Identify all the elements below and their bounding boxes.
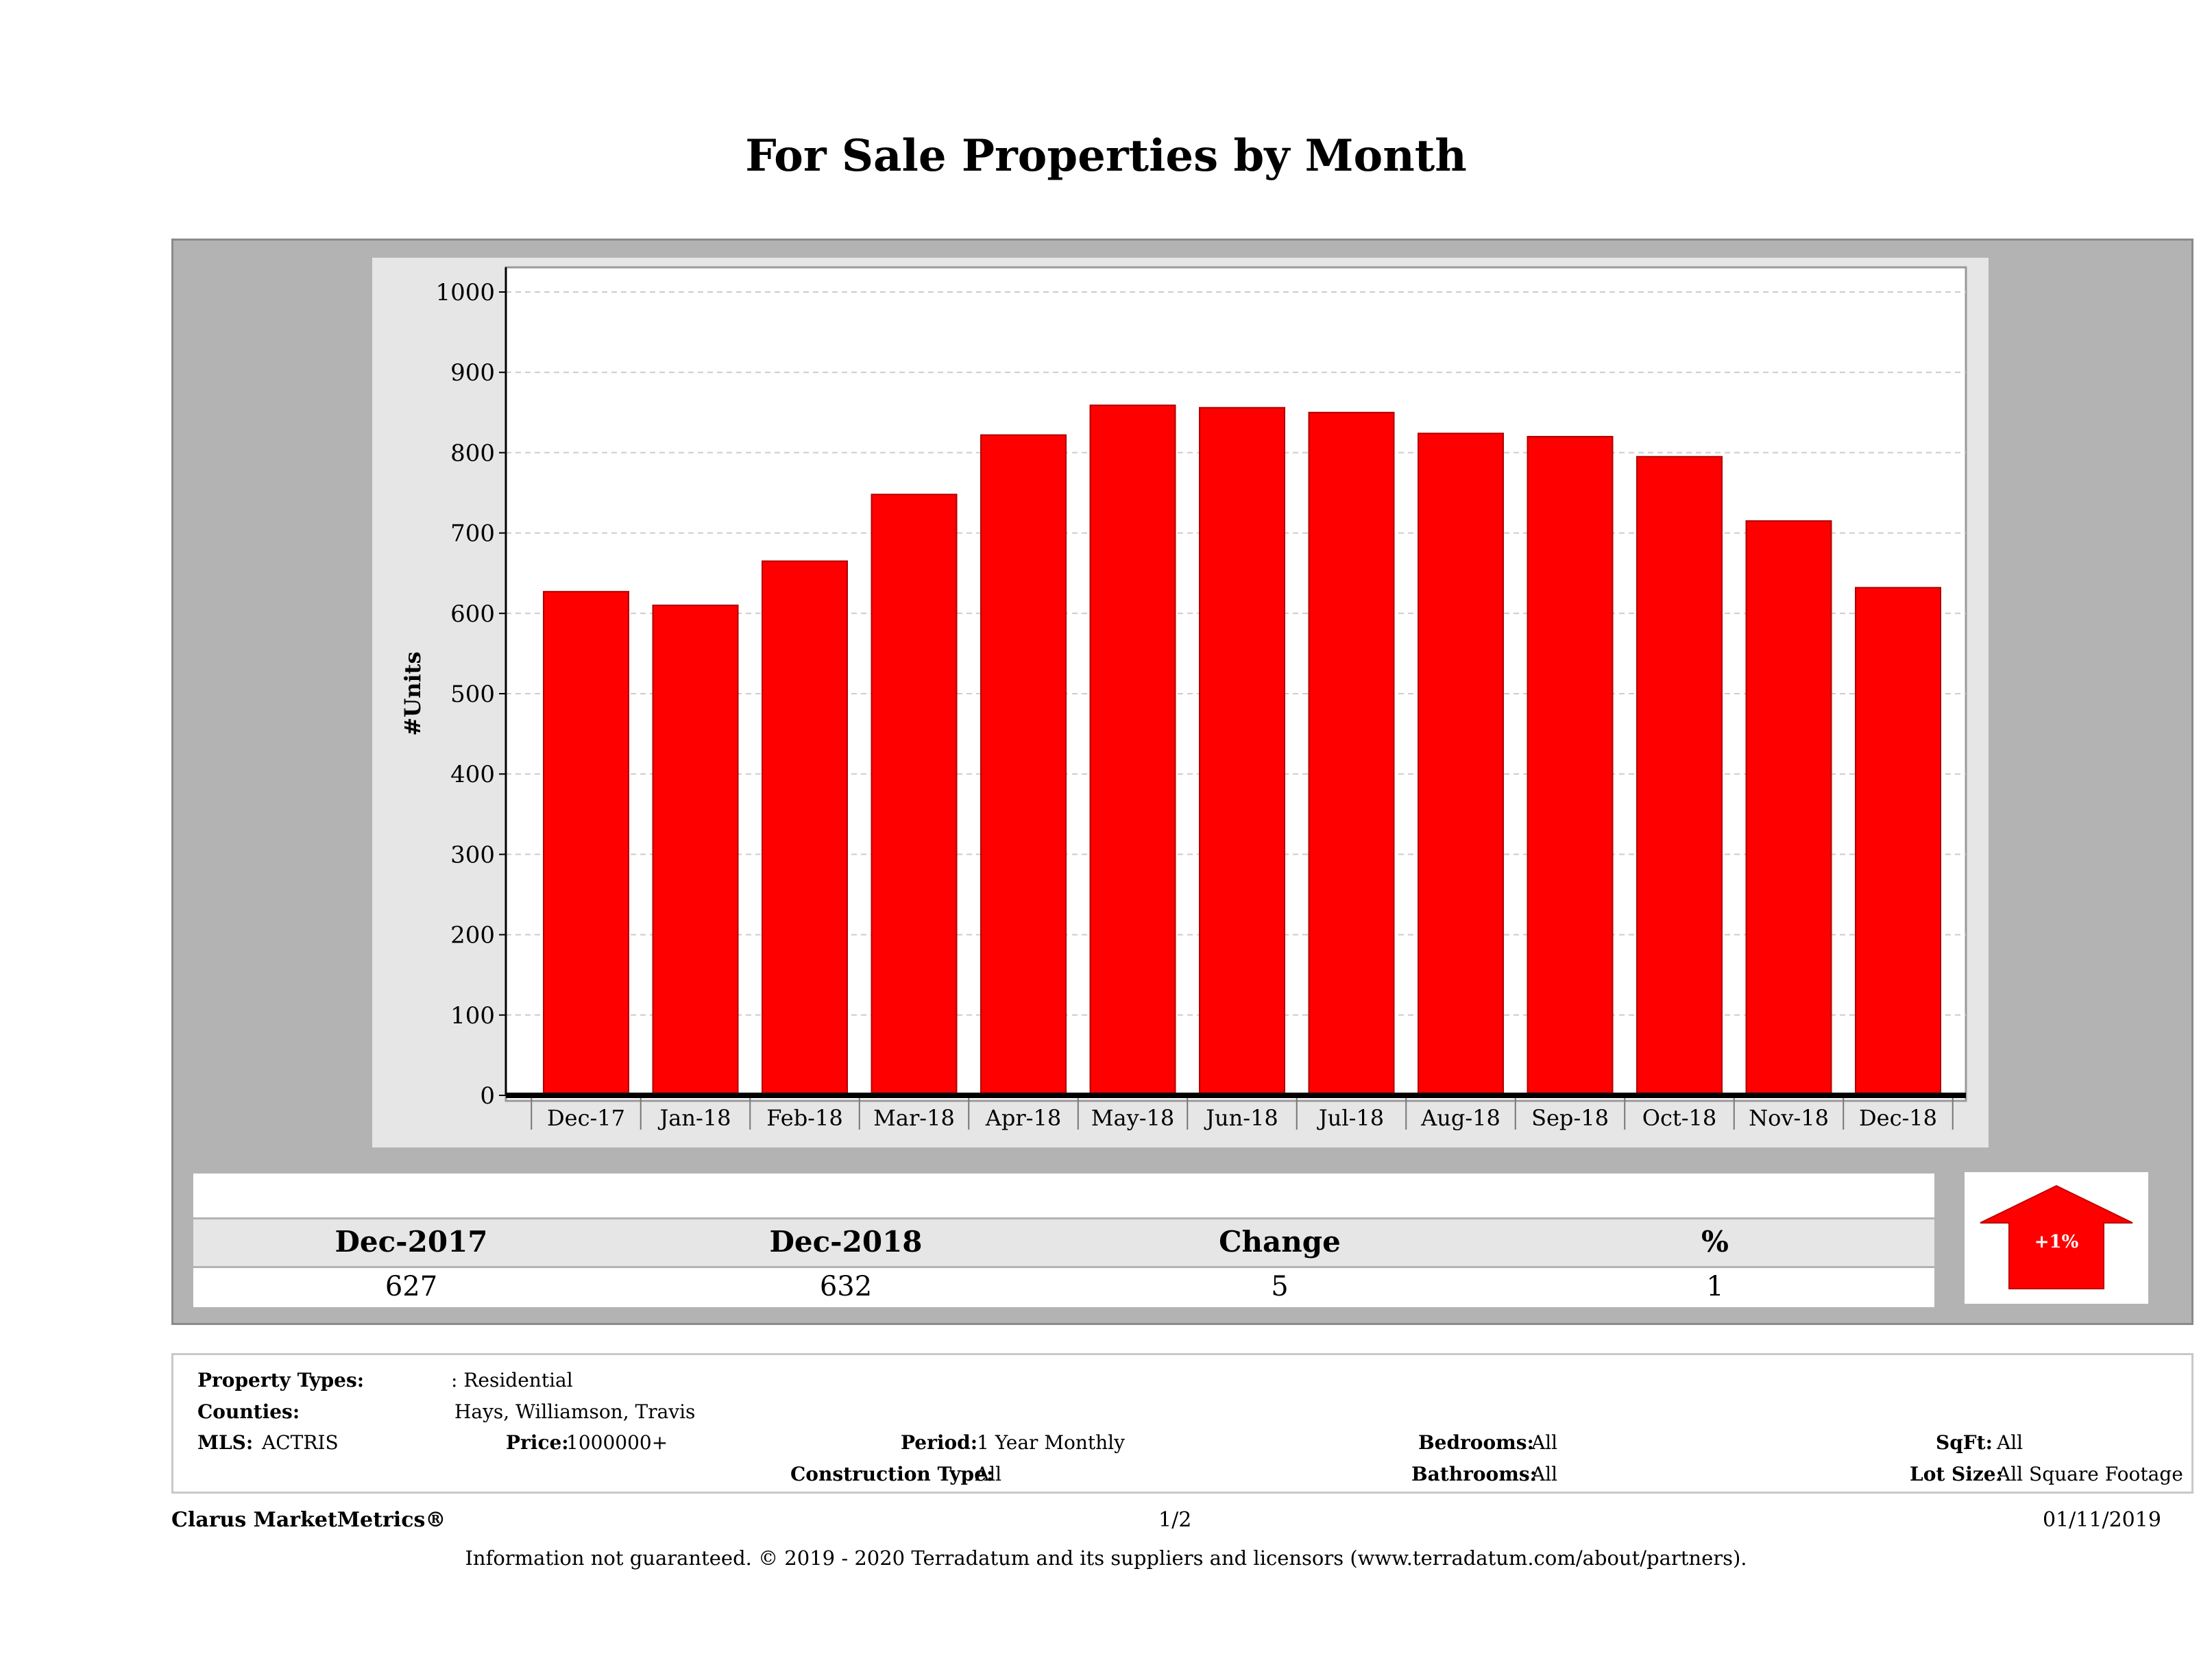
bar xyxy=(871,494,958,1096)
header-dec-2018: Dec-2018 xyxy=(769,1225,923,1258)
bar xyxy=(652,605,739,1096)
summary-blank-row xyxy=(193,1174,1934,1217)
page-title: For Sale Properties by Month xyxy=(745,130,1467,182)
price-value: 1000000+ xyxy=(566,1431,668,1454)
bar xyxy=(1636,456,1723,1096)
y-tick-label: 0 xyxy=(480,1082,495,1110)
x-tick-label: Jun-18 xyxy=(1204,1105,1278,1131)
bar xyxy=(1199,406,1285,1096)
bar xyxy=(1527,435,1614,1096)
bar-chart: 0 100 200 300 400 500 600 700 800 900 1000 #Units De… xyxy=(400,266,1967,1131)
page-number: 1/2 xyxy=(1158,1508,1192,1532)
mls-label: MLS: xyxy=(197,1431,254,1454)
bathrooms-value: All xyxy=(1531,1463,1558,1485)
value-change: 5 xyxy=(1271,1271,1289,1302)
report-date: 01/11/2019 xyxy=(2043,1508,2161,1532)
bar xyxy=(762,560,848,1096)
bar xyxy=(1418,433,1504,1097)
bar xyxy=(1089,404,1176,1096)
value-percent: 1 xyxy=(1706,1271,1724,1302)
brand-label: Clarus MarketMetrics® xyxy=(171,1508,446,1532)
bar xyxy=(543,591,629,1096)
header-percent: % xyxy=(1701,1225,1729,1258)
y-tick-label: 500 xyxy=(450,681,495,708)
construction-type-value: All xyxy=(975,1463,1002,1485)
counties-label: Counties: xyxy=(197,1400,300,1423)
x-tick-label: Jul-18 xyxy=(1317,1105,1384,1131)
up-arrow-icon: +1% xyxy=(1980,1184,2133,1289)
x-tick-label: Dec-18 xyxy=(1859,1105,1937,1131)
summary-value-row: 627 632 5 1 xyxy=(193,1268,1934,1307)
bar xyxy=(1745,520,1832,1096)
bar xyxy=(1855,587,1941,1096)
bar xyxy=(1308,411,1395,1097)
header-dec-2017: Dec-2017 xyxy=(335,1225,488,1258)
sqft-label: SqFt: xyxy=(1936,1431,1993,1454)
property-types-label: Property Types: xyxy=(197,1369,365,1391)
y-tick-label: 200 xyxy=(450,922,495,949)
summary-header-row: Dec-2017 Dec-2018 Change % xyxy=(193,1219,1934,1266)
y-tick-label: 800 xyxy=(450,439,495,467)
period-value: 1 Year Monthly xyxy=(977,1431,1125,1454)
bar xyxy=(980,434,1067,1096)
y-tick-label: 600 xyxy=(450,600,495,628)
header-change: Change xyxy=(1219,1225,1341,1258)
criteria-box: Property Types: : Residential Counties: … xyxy=(171,1353,2193,1494)
x-tick-label: Jan-18 xyxy=(657,1105,731,1131)
bedrooms-label: Bedrooms: xyxy=(1418,1431,1534,1454)
property-types-value: : Residential xyxy=(451,1369,573,1391)
trend-badge: +1% xyxy=(1965,1172,2148,1304)
x-tick-label: Nov-18 xyxy=(1749,1105,1829,1131)
bathrooms-label: Bathrooms: xyxy=(1411,1463,1537,1485)
trend-badge-label: +1% xyxy=(2034,1232,2079,1252)
value-dec-2018: 632 xyxy=(819,1271,873,1302)
x-tick-label: Dec-17 xyxy=(547,1105,625,1131)
x-tick-label: Aug-18 xyxy=(1420,1105,1500,1131)
x-tick-label: Feb-18 xyxy=(766,1105,842,1131)
x-tick-label: Apr-18 xyxy=(985,1105,1061,1131)
construction-type-label: Construction Type: xyxy=(790,1463,994,1485)
y-tick-label: 1000 xyxy=(435,279,495,306)
mls-value: ACTRIS xyxy=(262,1431,339,1454)
x-tick-label: Oct-18 xyxy=(1642,1105,1717,1131)
x-tick-label: Mar-18 xyxy=(873,1105,955,1131)
y-tick-label: 100 xyxy=(450,1002,495,1030)
x-tick-label: Sep-18 xyxy=(1531,1105,1609,1131)
y-axis-title: #Units xyxy=(400,652,426,736)
counties-value: Hays, Williamson, Travis xyxy=(454,1400,696,1423)
y-tick-label: 900 xyxy=(450,359,495,387)
y-tick-label: 700 xyxy=(450,520,495,548)
lot-size-value: All Square Footage xyxy=(1997,1463,2183,1485)
y-tick-label: 300 xyxy=(450,841,495,868)
y-tick-label: 400 xyxy=(450,761,495,788)
sqft-value: All xyxy=(1997,1431,2023,1454)
value-dec-2017: 627 xyxy=(385,1271,438,1302)
lot-size-label: Lot Size: xyxy=(1910,1463,2003,1485)
x-tick-label: May-18 xyxy=(1091,1105,1174,1131)
period-label: Period: xyxy=(901,1431,978,1454)
summary-table: Dec-2017 Dec-2018 Change % 627 632 5 1 xyxy=(193,1174,1934,1307)
price-label: Price: xyxy=(506,1431,569,1454)
disclaimer: Information not guaranteed. © 2019 - 202… xyxy=(465,1546,1747,1570)
bedrooms-value: All xyxy=(1531,1431,1558,1454)
